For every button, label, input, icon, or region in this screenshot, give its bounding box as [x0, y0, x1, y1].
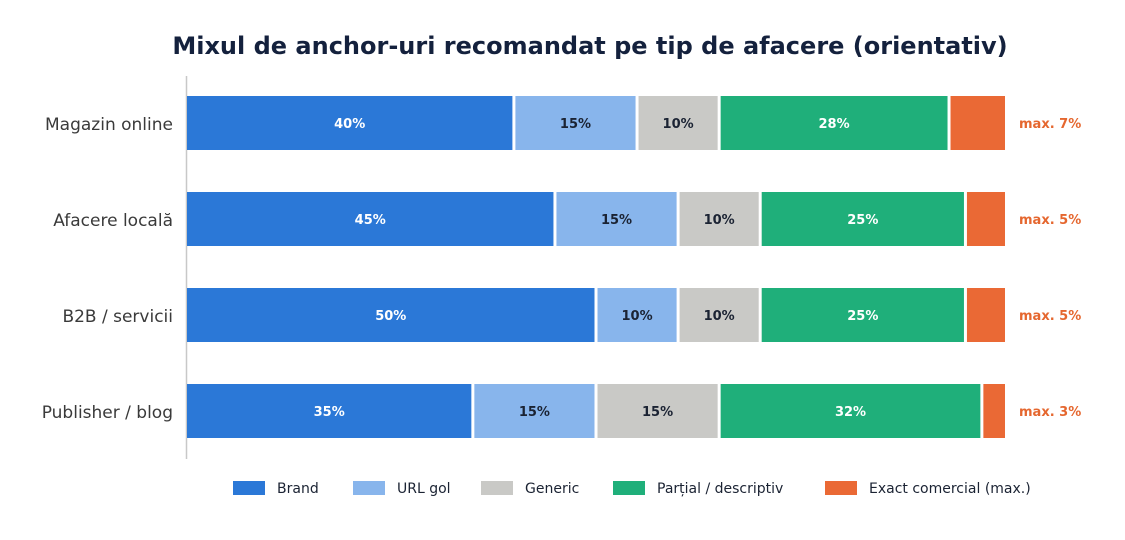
bar-segment-exact-comercial-max-publisher-blog [983, 384, 1005, 438]
bar-segment-generic-b2b-servicii [679, 288, 759, 342]
data-label-brand-publisher-blog: 35% [314, 405, 345, 420]
bar-segment-brand-afacere-locala [187, 192, 554, 246]
legend: Brand URL gol Generic Parțial / descriptiv E… [233, 481, 1031, 497]
bar-segment-partial-descriptiv-publisher-blog [720, 384, 981, 438]
annotation-magazin-online: max. 7% [1019, 117, 1081, 132]
legend-label-exact-comercial-max: Exact comercial (max.) [869, 481, 1031, 497]
bars-group: 40% 15% 10% 28% 45% 15% 10% 25% 50% 10% 10% 25% 35% 1… [187, 96, 1005, 438]
data-label-brand-magazin-online: 40% [334, 117, 365, 132]
bar-segment-exact-comercial-max-magazin-online [950, 96, 1005, 150]
bar-segment-partial-descriptiv-magazin-online [720, 96, 948, 150]
data-label-partial-descriptiv-publisher-blog: 32% [835, 405, 866, 420]
bar-segment-generic-afacere-locala [679, 192, 759, 246]
legend-swatch-exact-comercial-max [825, 481, 857, 495]
legend-label-url-gol: URL gol [397, 481, 451, 497]
bar-segment-brand-b2b-servicii [187, 288, 595, 342]
category-labels: Magazin online Afacere locală B2B / servic… [42, 115, 173, 423]
bar-segment-url-gol-b2b-servicii [597, 288, 677, 342]
data-label-generic-publisher-blog: 15% [642, 405, 673, 420]
category-label-magazin-online: Magazin online [45, 115, 173, 135]
data-label-url-gol-magazin-online: 15% [560, 117, 591, 132]
legend-swatch-partial-descriptiv [613, 481, 645, 495]
bar-segment-partial-descriptiv-b2b-servicii [761, 288, 964, 342]
bar-segment-url-gol-magazin-online [515, 96, 636, 150]
annotation-b2b-servicii: max. 5% [1019, 309, 1081, 324]
annotation-publisher-blog: max. 3% [1019, 405, 1081, 420]
data-label-url-gol-publisher-blog: 15% [519, 405, 550, 420]
data-label-generic-magazin-online: 10% [663, 117, 694, 132]
data-label-brand-b2b-servicii: 50% [375, 309, 406, 324]
bar-segment-brand-publisher-blog [187, 384, 472, 438]
chart-title: Mixul de anchor-uri recomandat pe tip de… [172, 32, 1007, 60]
data-label-partial-descriptiv-b2b-servicii: 25% [847, 309, 878, 324]
data-label-url-gol-afacere-locala: 15% [601, 213, 632, 228]
legend-swatch-generic [481, 481, 513, 495]
bar-segment-brand-magazin-online [187, 96, 513, 150]
data-label-brand-afacere-locala: 45% [355, 213, 386, 228]
bar-segment-generic-magazin-online [638, 96, 718, 150]
data-label-generic-afacere-locala: 10% [704, 213, 735, 228]
data-label-url-gol-b2b-servicii: 10% [621, 309, 652, 324]
bar-segment-exact-comercial-max-b2b-servicii [966, 288, 1005, 342]
legend-label-brand: Brand [277, 481, 319, 497]
bar-segment-generic-publisher-blog [597, 384, 718, 438]
category-label-b2b-servicii: B2B / servicii [62, 307, 173, 327]
annotation-afacere-locala: max. 5% [1019, 213, 1081, 228]
legend-label-generic: Generic [525, 481, 579, 497]
bar-segment-partial-descriptiv-afacere-locala [761, 192, 964, 246]
bar-segment-url-gol-afacere-locala [556, 192, 677, 246]
legend-label-partial-descriptiv: Parțial / descriptiv [657, 481, 783, 497]
legend-swatch-brand [233, 481, 265, 495]
category-label-afacere-locala: Afacere locală [53, 211, 173, 231]
data-label-partial-descriptiv-magazin-online: 28% [819, 117, 850, 132]
bar-segment-url-gol-publisher-blog [474, 384, 595, 438]
annotations: max. 7% max. 5% max. 5% max. 3% [1019, 117, 1081, 420]
category-label-publisher-blog: Publisher / blog [42, 403, 173, 423]
data-label-partial-descriptiv-afacere-locala: 25% [847, 213, 878, 228]
legend-swatch-url-gol [353, 481, 385, 495]
bar-segment-exact-comercial-max-afacere-locala [966, 192, 1005, 246]
data-label-generic-b2b-servicii: 10% [704, 309, 735, 324]
